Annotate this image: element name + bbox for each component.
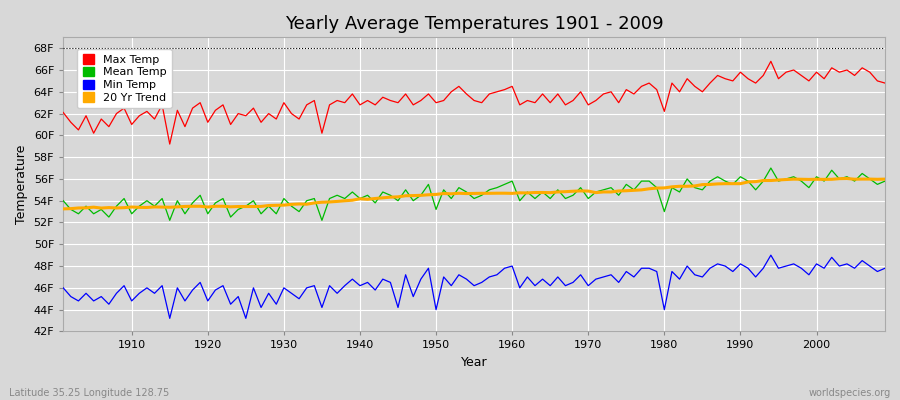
Legend: Max Temp, Mean Temp, Min Temp, 20 Yr Trend: Max Temp, Mean Temp, Min Temp, 20 Yr Tre… — [77, 49, 172, 108]
Text: Latitude 35.25 Longitude 128.75: Latitude 35.25 Longitude 128.75 — [9, 388, 169, 398]
Y-axis label: Temperature: Temperature — [15, 145, 28, 224]
Title: Yearly Average Temperatures 1901 - 2009: Yearly Average Temperatures 1901 - 2009 — [284, 15, 663, 33]
Text: worldspecies.org: worldspecies.org — [809, 388, 891, 398]
X-axis label: Year: Year — [461, 356, 488, 369]
